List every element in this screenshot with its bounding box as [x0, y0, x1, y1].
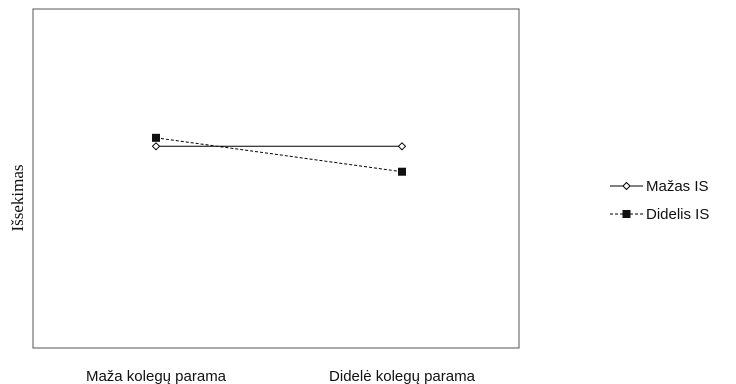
- x-tick-label-1: Maža kolegų parama: [86, 368, 227, 384]
- series-2-point-2: [398, 167, 406, 176]
- plot-frame: [32, 8, 520, 349]
- legend-marker-1: [622, 181, 631, 191]
- legend-label-2: Didelis IS: [646, 206, 709, 223]
- x-tick-label-2: Didelė kolegų parama: [329, 368, 476, 384]
- y-axis-label: Išsekimas: [8, 164, 27, 231]
- series-2-point-1: [152, 133, 160, 142]
- legend: Mažas IS Didelis IS: [610, 178, 709, 223]
- series-layer: [151, 133, 407, 176]
- x-tick-labels: Maža kolegų parama Didelė kolegų parama: [86, 368, 476, 384]
- series-1-point-1: [151, 142, 161, 151]
- series-1-point-2: [397, 142, 407, 151]
- series-line-2: [155, 137, 403, 173]
- legend-label-1: Mažas IS: [646, 178, 709, 195]
- legend-marker-2: [622, 210, 631, 218]
